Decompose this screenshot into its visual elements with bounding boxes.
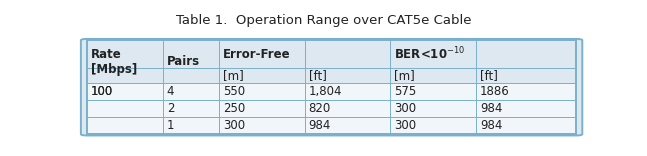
Text: 300: 300 — [223, 119, 245, 132]
Text: [ft]: [ft] — [309, 69, 327, 82]
Bar — [87, 83, 576, 100]
Text: 2: 2 — [167, 102, 174, 115]
Text: 984: 984 — [480, 119, 502, 132]
Text: 300: 300 — [394, 102, 417, 115]
Text: 1,804: 1,804 — [309, 85, 342, 98]
Text: [m]: [m] — [223, 69, 244, 82]
Text: 984: 984 — [309, 119, 331, 132]
Text: 250: 250 — [223, 102, 245, 115]
Text: BER<10$^{-10}$: BER<10$^{-10}$ — [394, 46, 465, 63]
Text: 1886: 1886 — [480, 85, 510, 98]
FancyBboxPatch shape — [81, 39, 582, 135]
Text: 300: 300 — [394, 119, 417, 132]
Text: 820: 820 — [309, 102, 331, 115]
Text: 100: 100 — [91, 85, 113, 98]
Bar — [87, 100, 576, 117]
Text: 1: 1 — [167, 119, 174, 132]
Bar — [87, 117, 576, 134]
Text: [m]: [m] — [394, 69, 415, 82]
Text: [ft]: [ft] — [480, 69, 498, 82]
Text: 575: 575 — [394, 85, 417, 98]
Text: Rate
[Mbps]: Rate [Mbps] — [91, 48, 137, 76]
Text: 4: 4 — [167, 85, 174, 98]
Text: Pairs: Pairs — [167, 55, 200, 68]
Text: Table 1.  Operation Range over CAT5e Cable: Table 1. Operation Range over CAT5e Cabl… — [176, 14, 471, 27]
Text: 550: 550 — [223, 85, 245, 98]
Text: Error-Free: Error-Free — [223, 48, 291, 61]
Text: 100: 100 — [91, 85, 113, 98]
Text: 984: 984 — [480, 102, 502, 115]
